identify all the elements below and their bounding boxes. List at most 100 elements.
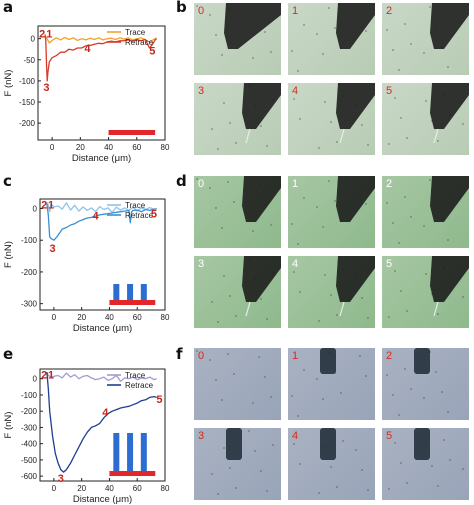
- point-annotation: 1: [48, 200, 54, 212]
- micrograph-frame: 1: [288, 176, 375, 248]
- micropillar: [127, 284, 134, 300]
- panel-letter-a: a: [3, 0, 14, 16]
- x-tick-label: 20: [77, 484, 86, 493]
- series-line-retrace: [44, 34, 157, 82]
- frame-number: 3: [198, 430, 205, 442]
- point-annotation: 2: [41, 370, 47, 382]
- frame-number: 1: [292, 178, 299, 190]
- legend-label: Retrace: [125, 211, 154, 220]
- substrate-base: [109, 300, 156, 305]
- legend-label: Trace: [125, 28, 146, 37]
- micrograph-frame: 2: [382, 3, 469, 75]
- micrograph-frame: 1: [288, 3, 375, 75]
- point-annotation: 3: [58, 473, 64, 485]
- micrograph-frame: 5: [382, 256, 469, 328]
- x-tick-label: 0: [52, 484, 57, 493]
- y-tick-label: 0: [33, 375, 38, 384]
- micrograph-frame: 3: [194, 83, 281, 155]
- frame-number: 4: [292, 85, 299, 97]
- plot-frame: [39, 368, 166, 482]
- substrate-base: [108, 130, 156, 135]
- micropillar: [127, 433, 134, 471]
- x-tick-label: 60: [133, 484, 142, 493]
- micropillar: [140, 433, 147, 471]
- frame-number: 5: [386, 85, 393, 97]
- x-tick-label: 20: [77, 313, 86, 322]
- point-annotation: 5: [156, 394, 162, 406]
- force-distance-chart-e: 0 -100 -200 -300 -400 -500 -600 0 20 40 60 80 Distan…: [3, 368, 170, 505]
- point-annotation: 1: [46, 29, 52, 41]
- x-tick-label: 80: [161, 484, 170, 493]
- y-tick-label: -100: [19, 77, 36, 86]
- y-tick-label: -100: [21, 236, 38, 245]
- plot-frame: [39, 198, 166, 311]
- y-tick-label: -300: [21, 300, 38, 309]
- x-tick-label: 60: [132, 143, 141, 152]
- point-annotation: 2: [39, 29, 45, 41]
- frame-number: 4: [292, 258, 299, 270]
- x-axis-label: Distance (μm): [73, 494, 132, 505]
- frame-number: 5: [386, 258, 393, 270]
- point-annotation: 4: [92, 210, 99, 222]
- force-distance-chart-a: 0 -50 -100 -150 -200 0 20 40 60 80 Distance (μm) F …: [3, 25, 170, 164]
- x-tick-label: 0: [52, 313, 57, 322]
- micrograph-frame: 4: [288, 428, 375, 500]
- point-annotation: 1: [48, 370, 54, 382]
- series-line-trace: [46, 371, 157, 382]
- frame-number: 0: [198, 5, 205, 17]
- y-tick-label: -500: [21, 456, 38, 465]
- micrograph-frame: 4: [288, 83, 375, 155]
- x-axis-label: Distance (μm): [72, 153, 131, 164]
- legend-label: Retrace: [125, 381, 154, 390]
- frame-number: 1: [292, 5, 299, 17]
- y-tick-label: -150: [19, 98, 36, 107]
- y-axis-label: F (nN): [3, 412, 14, 439]
- y-tick-label: -400: [21, 440, 38, 449]
- point-annotation: 3: [49, 243, 55, 255]
- micropillar: [113, 433, 120, 471]
- micropillar: [113, 284, 120, 300]
- y-tick-label: -100: [21, 391, 38, 400]
- plot-frame: [37, 25, 166, 141]
- micrograph-frame: 4: [288, 256, 375, 328]
- series-line-retrace: [46, 203, 157, 241]
- frame-number: 0: [198, 350, 205, 362]
- y-axis-label: F (nN): [3, 241, 14, 268]
- frame-number: 5: [386, 430, 393, 442]
- frame-number: 4: [292, 430, 299, 442]
- frame-number: 3: [198, 85, 205, 97]
- micrograph-frame: 3: [194, 428, 281, 500]
- point-annotation: 4: [84, 43, 91, 55]
- substrate-base: [109, 471, 156, 476]
- micrograph-frame: 3: [194, 256, 281, 328]
- x-axis-label: Distance (μm): [73, 323, 132, 334]
- x-tick-label: 60: [133, 313, 142, 322]
- x-tick-label: 40: [105, 313, 114, 322]
- y-tick-label: -200: [21, 407, 38, 416]
- y-axis-label: F (nN): [3, 70, 14, 97]
- point-annotation: 5: [149, 45, 155, 57]
- point-annotation: 4: [102, 407, 109, 419]
- micrograph-frame: 2: [382, 176, 469, 248]
- y-tick-label: 0: [31, 35, 36, 44]
- micrograph-frame: 2: [382, 348, 469, 420]
- frame-number: 3: [198, 258, 205, 270]
- point-annotation: 3: [43, 82, 49, 94]
- x-tick-label: 80: [161, 313, 170, 322]
- frame-number: 0: [198, 178, 205, 190]
- series-line-retrace: [46, 372, 157, 473]
- point-annotation: 5: [151, 208, 157, 220]
- micrograph-frame: 1: [288, 348, 375, 420]
- micrograph-frame: 0: [194, 3, 281, 75]
- frame-number: 2: [386, 5, 393, 17]
- frame-number: 2: [386, 350, 393, 362]
- x-tick-label: 20: [76, 143, 85, 152]
- frame-number: 1: [292, 350, 299, 362]
- panel-letter-f: f: [176, 345, 183, 363]
- micrograph-frame: 5: [382, 428, 469, 500]
- x-tick-label: 40: [104, 143, 113, 152]
- micrograph-frame: 0: [194, 348, 281, 420]
- force-distance-chart-c: 0 -100 -200 -300 0 20 40 60 80 Distance (μm) F (nN…: [3, 198, 170, 334]
- y-tick-label: -50: [23, 56, 35, 65]
- micrograph-frame: 5: [382, 83, 469, 155]
